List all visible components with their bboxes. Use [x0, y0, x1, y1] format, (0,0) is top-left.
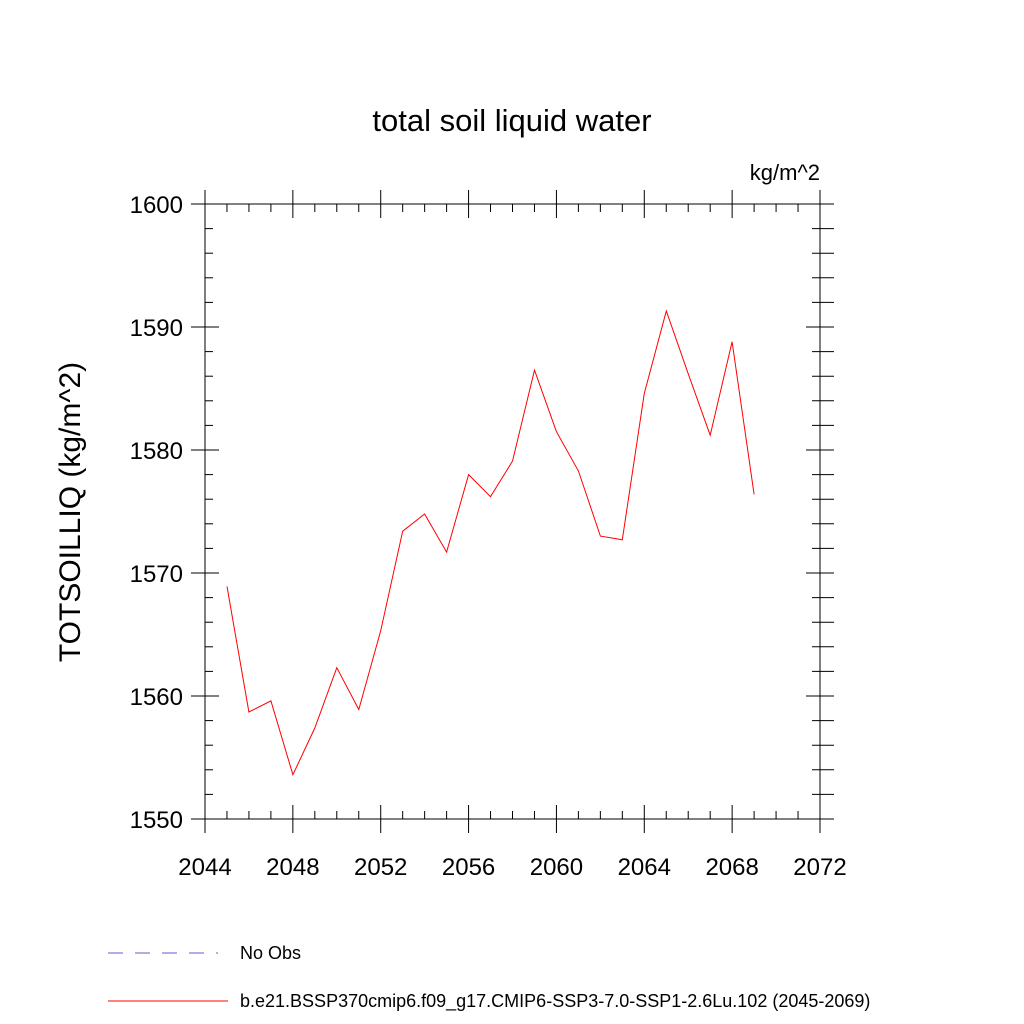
x-tick-label: 2064: [618, 854, 671, 881]
x-tick-label: 2060: [530, 854, 583, 881]
legend: No Obs b.e21.BSSP370cmip6.f09_g17.CMIP6-…: [108, 943, 870, 1012]
y-axis-label: TOTSOILLIQ (kg/m^2): [54, 362, 87, 662]
y-tick-label: 1590: [130, 315, 183, 342]
y-tick-label: 1600: [130, 192, 183, 219]
x-tick-label: 2068: [705, 854, 758, 881]
x-axis-ticks: 2044 2048 2052 2056 2060 2064 2068 2072: [178, 190, 847, 881]
series-layer: [226, 309, 755, 777]
x-tick-label: 2044: [178, 854, 231, 881]
units-label: kg/m^2: [750, 160, 820, 185]
x-tick-label: 2048: [266, 854, 319, 881]
y-axis-ticks: 1550 1560 1570 1580 1590 1600: [130, 192, 834, 834]
y-tick-label: 1580: [130, 438, 183, 465]
series-line: [226, 309, 755, 777]
y-tick-label: 1570: [130, 561, 183, 588]
legend-label-no-obs: No Obs: [240, 943, 301, 963]
y-tick-label: 1550: [130, 807, 183, 834]
x-tick-label: 2072: [793, 854, 846, 881]
legend-label-series: b.e21.BSSP370cmip6.f09_g17.CMIP6-SSP3-7.…: [240, 991, 870, 1012]
y-tick-label: 1560: [130, 684, 183, 711]
plot-frame: [204, 203, 821, 820]
x-tick-label: 2052: [354, 854, 407, 881]
chart-title: total soil liquid water: [372, 103, 651, 138]
x-tick-label: 2056: [442, 854, 495, 881]
